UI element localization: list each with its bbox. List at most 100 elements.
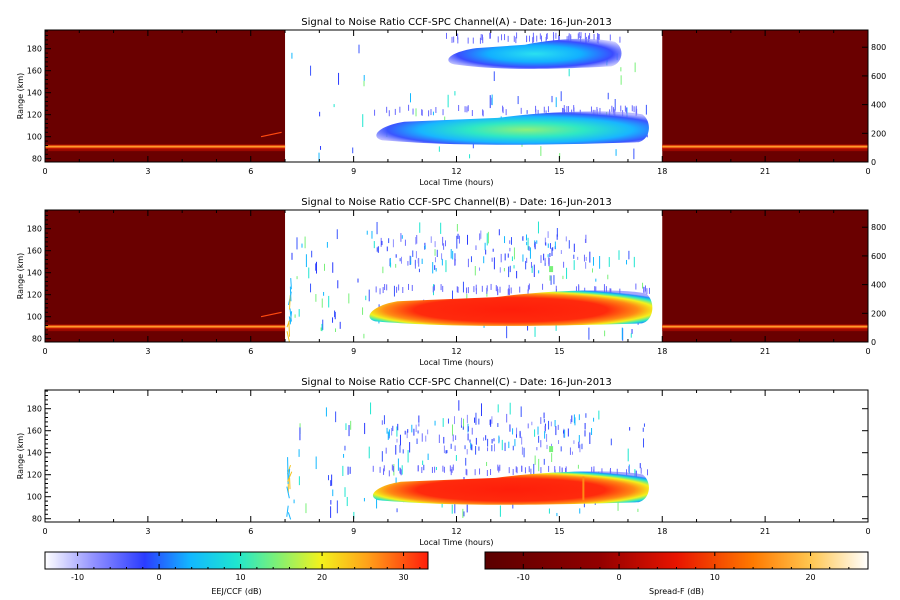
colorbar-tick-label: 10 [235,573,245,582]
y-tick-label: 80 [32,515,42,524]
colorbar-tick-label: 10 [710,573,720,582]
right-tick-label: 200 [871,129,886,138]
eej-layer [369,290,653,326]
x-tick-label: 12 [451,527,461,536]
colorbar-gradient [44,551,429,570]
x-tick-label: 18 [657,167,667,176]
x-axis-label: Local Time (hours) [419,178,493,187]
echo-speck [287,471,293,482]
x-tick-label: 3 [145,167,150,176]
echo-speck [286,331,290,343]
x-tick-label: 0 [42,167,47,176]
echo-speck [286,505,289,517]
x-tick-label: 6 [248,527,253,536]
y-tick-label: 80 [32,335,42,344]
spreadf-region [45,210,286,342]
colorbar-tick-label: -10 [71,573,84,582]
panel-b: Signal to Noise Ratio CCF-SPC Channel(B)… [16,197,886,367]
right-tick-label: 600 [871,252,886,261]
y-tick-label: 160 [27,247,42,256]
x-tick-label: 15 [554,347,564,356]
spreadf-region [662,30,868,162]
spreadf-streak [260,131,282,138]
y-tick-label: 100 [27,313,42,322]
y-tick-label: 160 [27,67,42,76]
y-tick-label: 140 [27,269,42,278]
y-tick-label: 140 [27,89,42,98]
y-tick-label: 120 [27,471,42,480]
y-tick-label: 120 [27,111,42,120]
y-tick-label: 160 [27,427,42,436]
y-tick-label: 180 [27,225,42,234]
panel-title: Signal to Noise Ratio CCF-SPC Channel(B)… [301,197,611,208]
x-tick-label: 9 [351,527,356,536]
panel-title: Signal to Noise Ratio CCF-SPC Channel(C)… [301,377,612,388]
x-tick-label: 21 [760,347,770,356]
spreadf-band-core [662,145,868,148]
eej-layer [372,471,649,505]
x-tick-label: 0 [865,527,870,536]
y-tick-label: 180 [27,405,42,414]
x-tick-label: 12 [451,167,461,176]
colorbar-tick-label: -10 [517,573,530,582]
right-tick-label: 800 [871,223,886,232]
x-tick-label: 3 [145,347,150,356]
x-axis-label: Local Time (hours) [419,538,493,547]
panel-a: Signal to Noise Ratio CCF-SPC Channel(A)… [16,17,886,187]
x-tick-label: 0 [865,167,870,176]
echo-speck [286,486,290,499]
right-tick-label: 800 [871,43,886,52]
colorbar-label: Spread-F (dB) [649,587,704,596]
colorbar-tick-label: 0 [617,573,622,582]
x-tick-label: 18 [657,527,667,536]
panel-c: Signal to Noise Ratio CCF-SPC Channel(C)… [16,377,871,547]
right-tick-label: 200 [871,309,886,318]
colorbar-tick-label: 20 [317,573,327,582]
y-tick-label: 180 [27,45,42,54]
x-tick-label: 21 [760,527,770,536]
colorbar-tick-label: 30 [398,573,408,582]
right-tick-label: 0 [871,338,876,347]
eej-layer [376,111,649,145]
spreadf-region [662,210,868,342]
colorbar-tick-label: 0 [157,573,162,582]
x-tick-label: 0 [42,347,47,356]
y-tick-label: 140 [27,449,42,458]
echo-patch [549,266,554,273]
y-tick-label: 100 [27,493,42,502]
x-tick-label: 6 [248,347,253,356]
spreadf-band-core [662,325,868,328]
panel-title: Signal to Noise Ratio CCF-SPC Channel(A)… [301,17,611,28]
colorbar-label: EEJ/CCF (dB) [211,587,261,596]
colorbar-eej: -10 0 10 20 30 EEJ/CCF (dB) [44,551,429,596]
y-axis-label: Range (km) [16,433,25,480]
eej-layer [448,38,622,69]
right-tick-label: 600 [871,72,886,81]
y-axis-label: Range (km) [16,253,25,300]
echo-speck [287,512,292,520]
echo-speck [288,469,291,480]
y-tick-label: 120 [27,291,42,300]
y-axis-label: Range (km) [16,73,25,120]
x-tick-label: 3 [145,527,150,536]
spreadf-streak [260,311,282,318]
spreadf-band-core [45,325,286,328]
echo-speck [289,295,291,310]
echo-patch [549,446,554,453]
echo-speck [290,278,292,290]
spreadf-region [45,30,286,162]
echo-speck [288,321,291,337]
x-tick-label: 6 [248,167,253,176]
x-tick-label: 12 [451,347,461,356]
x-tick-label: 0 [42,527,47,536]
echo-speck [289,286,292,302]
x-tick-label: 18 [657,347,667,356]
y-tick-label: 100 [27,133,42,142]
x-tick-label: 15 [554,167,564,176]
y-tick-label: 80 [32,155,42,164]
x-tick-label: 15 [554,527,564,536]
echo-speck [289,311,293,325]
spreadf-band-core [45,145,286,148]
right-tick-label: 0 [871,158,876,167]
